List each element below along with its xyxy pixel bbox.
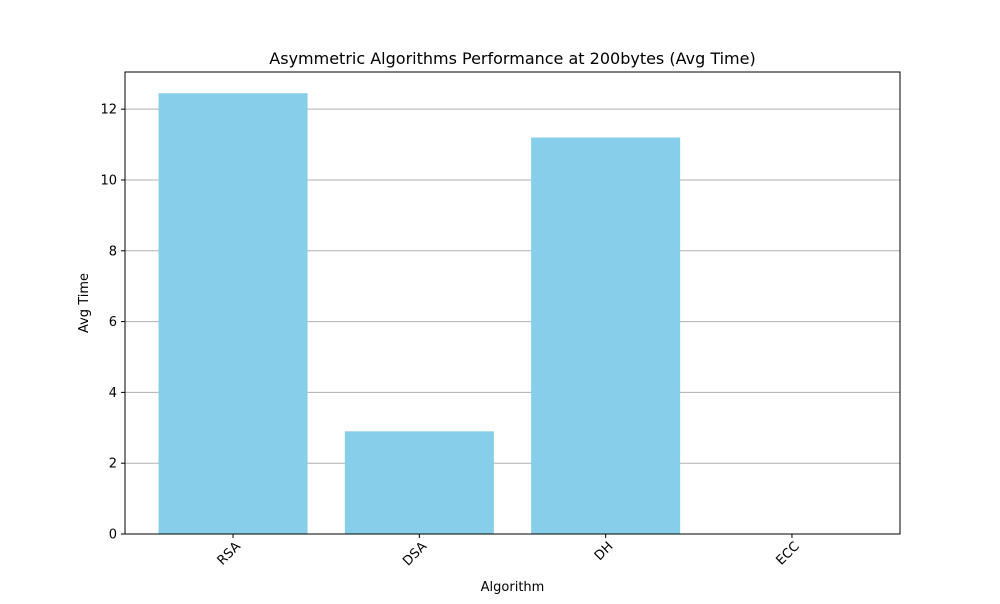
- y-tick-label: 10: [100, 173, 117, 188]
- y-tick-label: 2: [109, 457, 117, 472]
- x-axis-label: Algorithm: [481, 580, 545, 595]
- y-tick-label: 8: [109, 244, 117, 259]
- y-tick-label: 0: [109, 528, 117, 543]
- y-axis-label: Avg Time: [77, 273, 92, 333]
- y-axis-ticks: 0 2 4 6 8 10 12: [100, 103, 125, 543]
- bar-dh: [531, 137, 681, 534]
- y-tick-label: 12: [100, 103, 117, 118]
- x-tick-label: RSA: [215, 539, 244, 568]
- x-tick-label: ECC: [774, 539, 803, 568]
- bar-dsa: [344, 431, 494, 534]
- x-tick-label: DH: [592, 539, 617, 564]
- chart-title: Asymmetric Algorithms Performance at 200…: [269, 49, 755, 68]
- bar-rsa: [158, 93, 308, 534]
- x-tick-label: DSA: [400, 539, 430, 569]
- bar-layer: [158, 93, 681, 534]
- x-axis-ticks: RSA DSA DH ECC: [215, 534, 803, 569]
- plot-frame: [124, 71, 901, 535]
- y-tick-label: 6: [109, 315, 117, 330]
- y-tick-label: 4: [109, 386, 117, 401]
